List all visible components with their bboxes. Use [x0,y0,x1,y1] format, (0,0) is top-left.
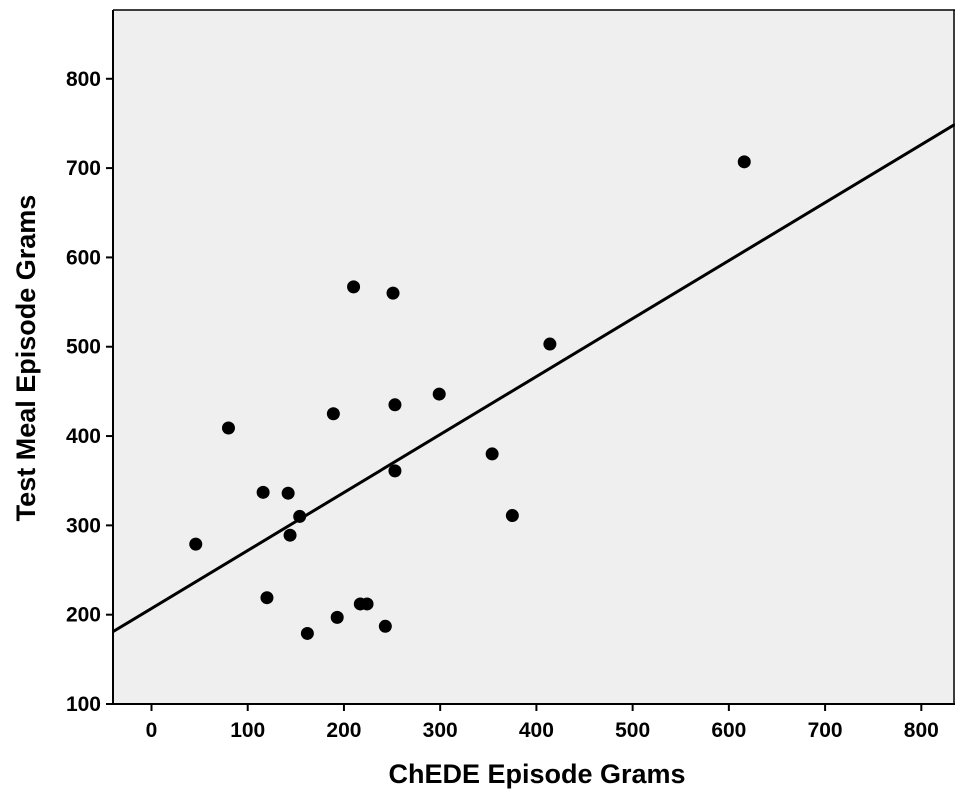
x-tick-label: 200 [326,719,361,742]
y-tick-label: 800 [66,68,101,91]
data-point [360,597,374,611]
data-point [432,387,446,401]
y-axis-title: Test Meal Episode Grams [11,195,41,522]
x-tick-label: 800 [904,719,939,742]
data-point [543,337,557,351]
x-tick-label: 600 [711,719,746,742]
data-point [260,591,274,605]
axes: 0 100 200 300 400 500 600 700 800 100 200 300 400 500… [66,9,955,742]
x-tick-label: 300 [423,719,458,742]
data-point [283,528,297,542]
data-point [326,407,340,421]
data-point [505,509,519,523]
data-point [347,280,361,294]
data-point [189,537,203,551]
data-points [189,155,751,640]
x-tick-label: 700 [808,719,843,742]
data-point [221,421,235,435]
y-tick-label: 200 [66,604,101,627]
data-point [330,610,344,624]
y-tick-label: 100 [66,693,101,716]
x-tick-label: 500 [615,719,650,742]
data-point [386,286,400,300]
x-tick-label: 0 [146,719,158,742]
plot-area [113,10,955,704]
data-point [485,447,499,461]
data-point [737,155,751,169]
x-tick-label: 100 [230,719,265,742]
data-point [256,485,270,499]
data-point [281,486,295,500]
data-point [388,398,402,412]
y-tick-label: 600 [66,246,101,269]
y-tick-label: 300 [66,514,101,537]
data-point [378,619,392,633]
data-point [293,509,307,523]
x-tick-label: 400 [519,719,554,742]
y-tick-label: 700 [66,157,101,180]
data-point [300,626,314,640]
data-point [388,464,402,478]
y-tick-label: 400 [66,425,101,448]
regression-line-layer [112,123,955,633]
y-tick-label: 500 [66,336,101,359]
fit-line [112,123,955,633]
x-axis-title: ChEDE Episode Grams [388,759,685,789]
